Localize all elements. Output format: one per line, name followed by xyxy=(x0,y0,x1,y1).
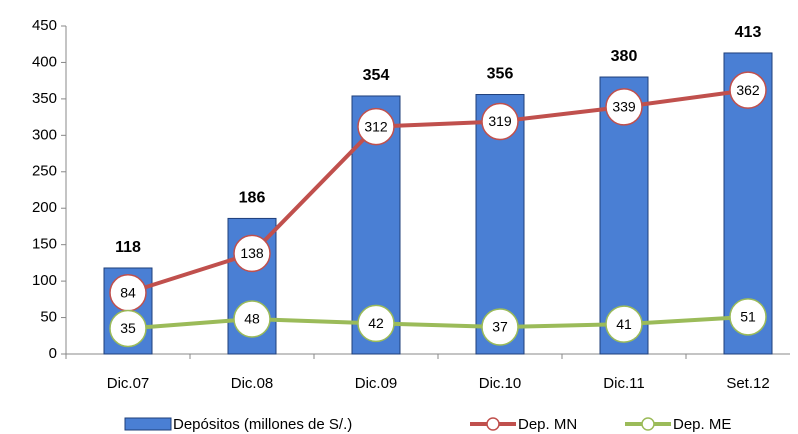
point-value-label: 42 xyxy=(368,315,384,331)
point-value-label: 41 xyxy=(616,316,632,332)
line xyxy=(127,88,749,295)
point-value-label: 339 xyxy=(612,99,636,115)
marker xyxy=(233,300,271,338)
point-value-label: 319 xyxy=(488,113,512,129)
bar-value-label: 356 xyxy=(487,66,514,83)
point-value-label: 51 xyxy=(740,309,756,325)
legend-swatch xyxy=(124,417,172,431)
legend-label: Dep. MN xyxy=(518,416,577,433)
point-value-label: 84 xyxy=(120,284,136,300)
marker xyxy=(357,304,395,343)
marker xyxy=(357,107,395,146)
y-tick-label: 200 xyxy=(32,199,57,216)
legend-label: Depósitos (millones de S/.) xyxy=(173,416,352,433)
marker xyxy=(605,88,643,126)
marker xyxy=(233,234,271,273)
line xyxy=(127,314,749,331)
x-tick-label: Dic.08 xyxy=(231,375,274,392)
bar-value-label: 118 xyxy=(115,239,141,256)
marker xyxy=(605,305,643,343)
y-tick-label: 400 xyxy=(32,53,57,70)
point-value-label: 362 xyxy=(736,82,760,98)
y-tick-label: 350 xyxy=(32,90,57,107)
x-tick-label: Dic.07 xyxy=(107,375,150,392)
bar-value-label: 186 xyxy=(239,190,266,207)
x-tick-label: Set.12 xyxy=(726,375,769,392)
bar-value-label: 413 xyxy=(735,24,762,41)
marker xyxy=(109,309,147,348)
legend-label: Dep. ME xyxy=(673,416,731,433)
legend-marker xyxy=(641,417,655,431)
marker xyxy=(481,102,519,141)
point-value-label: 138 xyxy=(240,245,264,261)
bar-value-label: 354 xyxy=(363,67,390,84)
y-tick-label: 450 xyxy=(32,17,57,34)
y-tick-label: 300 xyxy=(32,126,57,143)
x-tick-label: Dic.10 xyxy=(479,375,522,392)
point-value-label: 35 xyxy=(120,320,136,336)
x-tick-label: Dic.09 xyxy=(355,375,398,392)
x-tick-label: Dic.11 xyxy=(603,375,644,392)
legend-marker xyxy=(486,417,500,431)
y-tick-label: 250 xyxy=(32,163,57,180)
point-value-label: 312 xyxy=(364,118,388,134)
y-tick-label: 100 xyxy=(32,272,57,289)
bar-value-label: 380 xyxy=(611,48,638,65)
y-tick-label: 150 xyxy=(32,236,57,253)
y-tick-label: 50 xyxy=(40,309,57,326)
point-value-label: 37 xyxy=(492,319,508,335)
marker xyxy=(729,298,767,336)
marker xyxy=(481,308,519,346)
y-tick-label: 0 xyxy=(49,345,57,362)
marker xyxy=(729,71,767,109)
point-value-label: 48 xyxy=(244,311,260,327)
